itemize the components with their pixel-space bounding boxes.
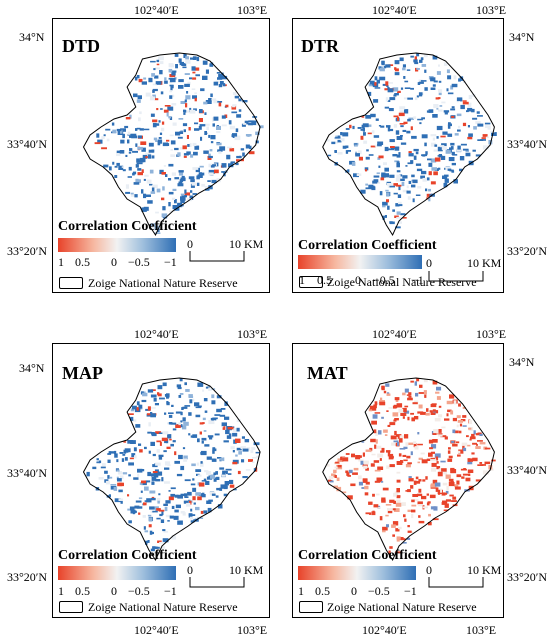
lon-label-mid-left-b: 103°E xyxy=(237,327,268,341)
legend-title: Correlation Coefficient xyxy=(58,219,197,234)
scale-distance-label: 10 KM xyxy=(467,256,502,270)
correlation-raster xyxy=(327,378,496,555)
lon-label-top-right-b: 103°E xyxy=(476,3,507,17)
reserve-legend-label: Zoige National Nature Reserve xyxy=(327,600,477,614)
reserve-legend-label: Zoige National Nature Reserve xyxy=(327,275,477,289)
colorbar-tick: 1 xyxy=(298,584,304,598)
lat-label-left-34: 34°N xyxy=(19,361,45,375)
lon-label-bottom-left-a: 102°40′E xyxy=(134,623,179,637)
scale-distance-label: 10 KM xyxy=(467,563,502,577)
reserve-legend-swatch xyxy=(59,277,83,289)
lon-label-bottom-right-a: 102°40′E xyxy=(362,623,407,637)
colorbar xyxy=(58,238,176,252)
colorbar-tick: −1 xyxy=(164,584,177,598)
colorbar-tick: −0.5 xyxy=(368,584,390,598)
map-map xyxy=(82,377,261,562)
panel-title: MAT xyxy=(307,363,348,383)
reserve-boundary xyxy=(322,52,495,237)
lat-label-right-3320: 33°20′N xyxy=(507,244,548,258)
map-mat xyxy=(322,377,496,562)
colorbar-tick: 0.5 xyxy=(75,584,90,598)
scale-distance-label: 10 KM xyxy=(229,237,264,251)
panel-dtr: DTR Correlation Coefficient 1 0.5 0 −0.5… xyxy=(292,18,504,293)
lon-label-mid-right-b: 103°E xyxy=(476,327,507,341)
colorbar-tick: 0.5 xyxy=(75,255,90,269)
colorbar-tick: 1 xyxy=(299,273,305,287)
lat-label-left-3320: 33°20′N xyxy=(7,570,48,584)
scale-bar xyxy=(189,577,245,588)
scale-zero-label: 0 xyxy=(426,256,432,270)
colorbar-tick: −1 xyxy=(404,584,417,598)
lon-label-bottom-left-b: 103°E xyxy=(237,623,268,637)
scale-zero-label: 0 xyxy=(187,563,193,577)
lat-label-right-3340: 33°40′N xyxy=(507,463,548,477)
correlation-raster xyxy=(327,53,497,229)
lon-label-top-right-a: 102°40′E xyxy=(372,3,417,17)
panel-dtd: DTD Correlation Coefficient 1 0.5 0 −0.5… xyxy=(52,18,270,293)
colorbar-tick: 0 xyxy=(111,584,117,598)
legend-title: Correlation Coefficient xyxy=(298,238,437,253)
colorbar-tick: 0.5 xyxy=(317,273,332,287)
panel-title: DTD xyxy=(62,36,101,56)
reserve-legend-swatch xyxy=(59,601,83,613)
lat-label-right-34: 34°N xyxy=(509,30,535,44)
correlation-raster xyxy=(86,378,260,552)
panel-map: MAP Correlation Coefficient 1 0.5 0 −0.5… xyxy=(52,343,270,618)
reserve-boundary xyxy=(82,377,261,562)
reserve-legend-swatch xyxy=(299,276,323,288)
lat-label-left-3340: 33°40′N xyxy=(7,466,48,480)
colorbar-tick: 0 xyxy=(355,273,361,287)
scale-bar xyxy=(428,577,484,588)
colorbar-tick: 0.5 xyxy=(315,584,330,598)
colorbar-tick: −0.5 xyxy=(373,273,395,287)
scale-zero-label: 0 xyxy=(187,237,193,251)
colorbar xyxy=(298,566,416,580)
colorbar xyxy=(58,566,176,580)
lon-label-mid-left-a: 102°40′E xyxy=(134,327,179,341)
scale-bar xyxy=(189,251,245,262)
scale-zero-label: 0 xyxy=(426,563,432,577)
lon-label-bottom-right-b: 103°E xyxy=(466,623,497,637)
panel-mat: MAT Correlation Coefficient 1 0.5 0 −0.5… xyxy=(292,343,504,618)
reserve-legend-label: Zoige National Nature Reserve xyxy=(88,276,238,290)
scale-bar xyxy=(428,271,484,282)
reserve-legend-swatch xyxy=(299,601,323,613)
colorbar-tick: 0 xyxy=(351,584,357,598)
reserve-legend-label: Zoige National Nature Reserve xyxy=(88,600,238,614)
colorbar-tick: 0 xyxy=(111,255,117,269)
legend-title: Correlation Coefficient xyxy=(58,548,197,563)
map-dtd xyxy=(82,52,264,237)
legend-title: Correlation Coefficient xyxy=(298,548,437,563)
panel-title: DTR xyxy=(301,36,340,56)
map-dtr xyxy=(322,52,497,237)
lat-label-right-3340: 33°40′N xyxy=(507,137,548,151)
reserve-boundary xyxy=(82,52,261,237)
colorbar-tick: −0.5 xyxy=(128,255,150,269)
lon-label-mid-right-a: 102°40′E xyxy=(372,327,417,341)
lat-label-right-34: 34°N xyxy=(509,355,535,369)
lat-label-left-3340: 33°40′N xyxy=(7,137,48,151)
lat-label-left-3320: 33°20′N xyxy=(7,244,48,258)
colorbar-tick: 1 xyxy=(58,255,64,269)
lat-label-right-3320: 33°20′N xyxy=(507,570,548,584)
scale-distance-label: 10 KM xyxy=(229,563,264,577)
lon-label-top-left-a: 102°40′E xyxy=(134,3,179,17)
colorbar-tick: 1 xyxy=(58,584,64,598)
colorbar xyxy=(298,255,422,269)
reserve-boundary xyxy=(322,377,495,562)
lon-label-top-left-b: 103°E xyxy=(237,3,268,17)
colorbar-tick: −0.5 xyxy=(128,584,150,598)
colorbar-tick: −1 xyxy=(411,273,424,287)
panel-title: MAP xyxy=(62,363,103,383)
lat-label-left-34: 34°N xyxy=(19,30,45,44)
colorbar-tick: −1 xyxy=(164,255,177,269)
